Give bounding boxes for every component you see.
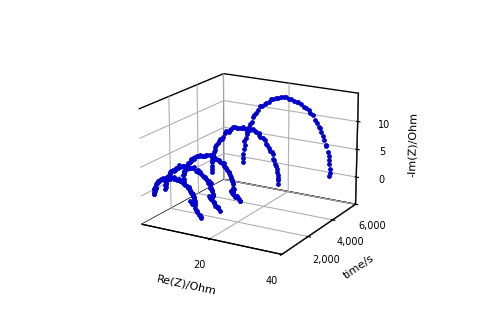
X-axis label: Re(Z)/Ohm: Re(Z)/Ohm — [156, 274, 217, 296]
Y-axis label: time/s: time/s — [342, 253, 376, 281]
